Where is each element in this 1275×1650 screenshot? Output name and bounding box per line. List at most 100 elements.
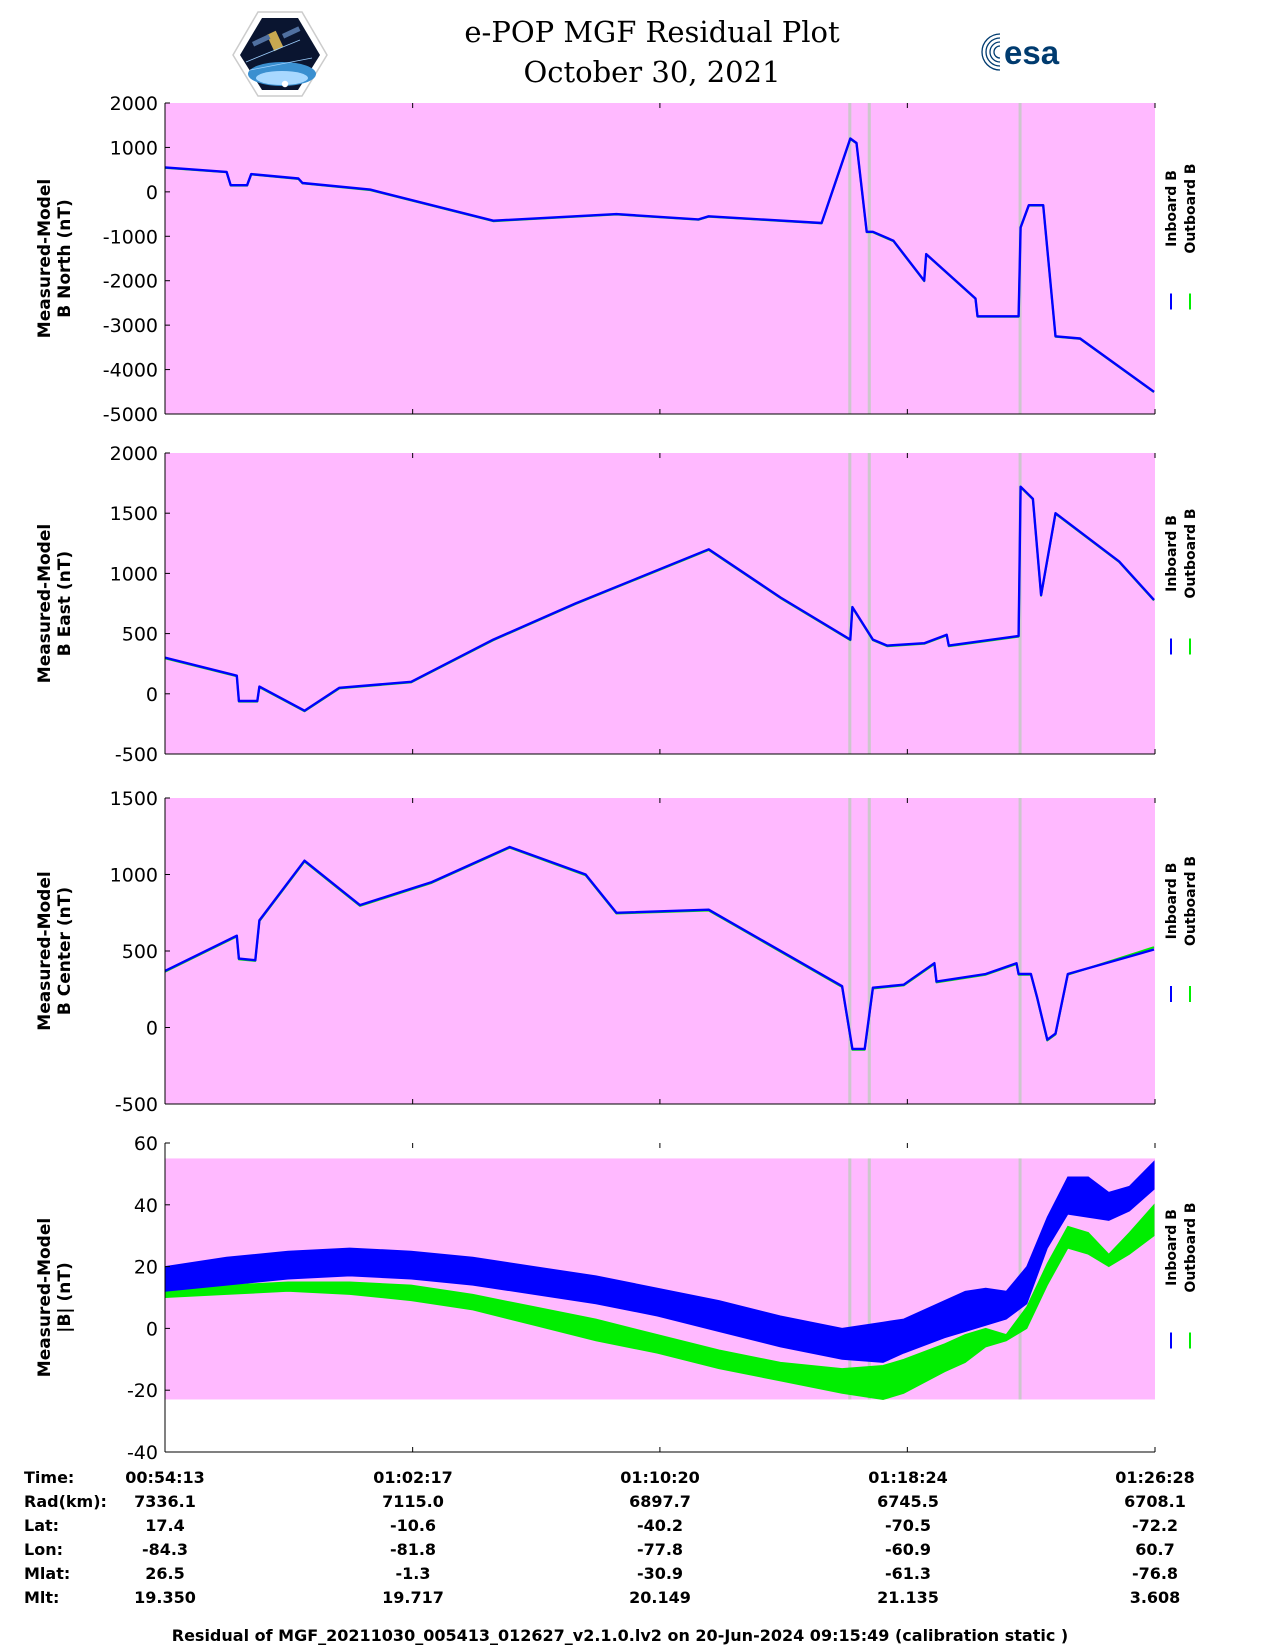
info-cell: -72.2 [1132,1516,1178,1535]
info-row-label: Mlt: [24,1588,59,1607]
info-table: Time: Rad(km): Lat: Lon: Mlat: Mlt: 00:54:13 73… [24,1468,1195,1607]
y-axis-label-line2: B North (nT) [55,199,75,318]
info-cell: 26.5 [145,1564,184,1583]
y-tick-label: 1000 [110,865,158,887]
panel-4: 60 40 20 0 -20 -40 Measured-Model|B| (nT) Inboa… [35,1133,1199,1464]
y-tick-label: -500 [115,744,158,766]
legend-inboard-label: Inboard B [1164,863,1180,940]
y-tick-label: 500 [122,624,158,646]
y-tick-label: 0 [146,1018,158,1040]
series-group [165,137,1155,394]
info-cell: 17.4 [145,1516,184,1535]
y-tick-label: 0 [146,1318,158,1340]
y-axis-label-line2: |B| (nT) [55,1262,75,1333]
info-cell: 7336.1 [134,1492,196,1511]
panel-background [165,453,1155,754]
series-line-inboard [165,485,1155,712]
series-band-outboard [165,1203,1155,1401]
info-cell: 01:18:24 [868,1468,948,1487]
legend-inboard-label: Inboard B [1164,1209,1180,1286]
series-group [165,1160,1155,1401]
y-tick-label: 1500 [110,503,158,525]
info-cell: -60.9 [885,1540,931,1559]
data-gap-band [848,1158,852,1400]
info-row-label: Rad(km): [24,1492,107,1511]
y-axis-label: Measured-Model|B| (nT) [35,1218,75,1377]
y-tick-label: 0 [146,684,158,706]
y-tick-label: -40 [127,1442,158,1464]
info-cell: -40.2 [637,1516,683,1535]
info-cell: -84.3 [142,1540,188,1559]
info-cell: 20.149 [629,1588,691,1607]
info-cell: 6745.5 [877,1492,939,1511]
y-tick-label: -5000 [103,404,158,426]
info-cell: 19.717 [382,1588,444,1607]
y-axis-label-line1: Measured-Model [35,179,55,338]
data-gap-band [848,798,852,1104]
info-row-label: Lat: [24,1516,59,1535]
series-line-inboard [165,845,1155,1051]
epop-mission-badge-logo [232,11,328,97]
info-cell: 01:10:20 [620,1468,700,1487]
data-gap-band [848,453,852,754]
y-axis-label: Measured-ModelB Center (nT) [35,871,75,1030]
y-tick-label: 0 [146,182,158,204]
info-row-label: Mlat: [24,1564,70,1583]
y-axis-label-line1: Measured-Model [35,1218,55,1377]
info-cell: 01:02:17 [373,1468,453,1487]
y-axis-label-line2: B East (nT) [55,551,75,656]
esa-logo: esa [981,30,1060,74]
series-group [165,485,1155,713]
data-gap-band [867,103,871,414]
series-band-inboard [165,1160,1155,1363]
data-gap-band [848,103,852,414]
panel-background [165,1158,1155,1400]
info-row-label: Lon: [24,1540,63,1559]
info-cell: 3.608 [1130,1588,1181,1607]
series-group [165,845,1155,1051]
y-axis-label: Measured-ModelB East (nT) [35,524,75,683]
info-cell: -77.8 [637,1540,683,1559]
legend-outboard-label: Outboard B [1183,856,1199,946]
panel-background [165,798,1155,1104]
plot-title-line2: October 30, 2021 [523,55,780,89]
info-cell: 6708.1 [1124,1492,1186,1511]
panels: 200010000-1000-2000-3000-4000-5000Measur… [35,93,1199,1464]
y-tick-label: 500 [122,941,158,963]
panel-3: 1500 1000 500 0 -500 Measured-ModelB Center (… [35,788,1199,1116]
y-tick-label: 40 [134,1195,158,1217]
panel-1: 2000 1000 0 -1000 -2000 -3000 -4000 -5000 Measur… [35,93,1199,426]
esa-logo-text: esa [1004,34,1060,71]
y-tick-label: 20 [134,1257,158,1279]
data-gap-band [867,1158,871,1400]
info-cell: -61.3 [885,1564,931,1583]
plot-title-line1: e-POP MGF Residual Plot [464,15,840,49]
y-tick-label: 1500 [110,788,158,810]
legend-inboard-label: Inboard B [1164,515,1180,592]
y-tick-label: 2000 [110,443,158,465]
data-gap-band [1018,798,1022,1104]
info-cell: -76.8 [1132,1564,1178,1583]
legend-outboard-label: Outboard B [1183,1202,1199,1292]
info-cell: -1.3 [396,1564,431,1583]
info-cell: 19.350 [134,1588,196,1607]
info-row-label: Time: [24,1468,74,1487]
info-cell: 00:54:13 [125,1468,205,1487]
y-axis-label-line1: Measured-Model [35,524,55,683]
data-gap-band [867,798,871,1104]
panel-2: 2000 1500 1000 500 0 -500 Measured-ModelB East… [35,443,1199,766]
y-tick-label: -3000 [103,315,158,337]
y-tick-label: -1000 [103,226,158,248]
info-cell: 6897.7 [629,1492,691,1511]
y-tick-label: -4000 [103,360,158,382]
info-cell: 60.7 [1135,1540,1174,1559]
y-tick-label: 1000 [110,137,158,159]
y-tick-label: 2000 [110,93,158,115]
y-axis-label: Measured-ModelB North (nT) [35,179,75,338]
y-tick-label: 60 [134,1133,158,1155]
footer-caption: Residual of MGF_20211030_005413_012627_v… [172,1626,1068,1645]
info-cell: 7115.0 [382,1492,444,1511]
info-cell: -30.9 [637,1564,683,1583]
legend-outboard-label: Outboard B [1183,163,1199,253]
